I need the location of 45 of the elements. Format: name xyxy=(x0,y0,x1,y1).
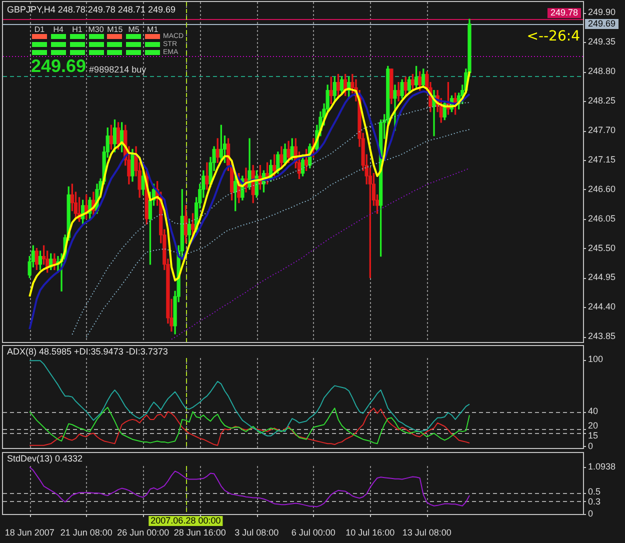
y-tick-label: 0 xyxy=(588,440,594,451)
x-tick-label: 6 Jul 00:00 xyxy=(291,527,336,538)
annotation: H1 xyxy=(72,25,83,34)
y-tick-label: 100 xyxy=(588,354,604,364)
annotation: D1 xyxy=(34,25,46,34)
y-tick-label: 0 xyxy=(588,508,594,518)
x-tick-label: 2007.06.28 00:00 xyxy=(150,515,221,526)
y-tick-label: 0.5 xyxy=(588,486,601,496)
ref-line-label: #9898214 buy xyxy=(89,64,147,74)
chart-title: ADX(8) 48.5985 +DI:35.9473 -DI:3.7373 xyxy=(7,346,168,356)
ref-line-label: 249.78 xyxy=(550,8,578,18)
y-tick-label: 248.80 xyxy=(588,66,616,76)
x-tick-label: 26 Jun 00:00 xyxy=(117,527,170,538)
annotation: 249.69 xyxy=(31,56,86,76)
y-tick-label: 244.95 xyxy=(588,272,616,282)
y-tick-label: 243.85 xyxy=(588,331,616,342)
x-tick-label: 10 Jul 16:00 xyxy=(346,527,395,538)
y-tick-label: 248.25 xyxy=(588,96,616,106)
annotation: M1 xyxy=(147,25,159,34)
chart-title: GBPJPY,H4 248.78 249.78 248.71 249.69 xyxy=(7,4,176,14)
y-tick-label: 246.60 xyxy=(588,184,616,194)
annotation: M15 xyxy=(107,25,124,34)
y-tick-label: 246.05 xyxy=(588,213,616,224)
y-tick-label: 249.35 xyxy=(588,36,616,47)
ref-line-label: 249.69 xyxy=(588,18,616,28)
y-tick-label: 247.70 xyxy=(588,124,616,135)
y-tick-label: 40 xyxy=(588,406,598,416)
annotation: H4 xyxy=(53,25,64,34)
y-tick-label: 0.3 xyxy=(588,496,601,506)
y-tick-label: 244.40 xyxy=(588,302,616,312)
y-tick-label: 247.15 xyxy=(588,154,616,164)
chart-title: StdDev(13) 0.4332 xyxy=(7,453,83,464)
x-tick-label: 21 Jun 08:00 xyxy=(60,527,112,538)
x-tick-label: 28 Jun 16:00 xyxy=(174,527,226,538)
y-tick-label: 249.90 xyxy=(588,7,616,18)
annotation: M30 xyxy=(88,25,104,34)
y-tick-label: 1.0938 xyxy=(588,462,616,472)
x-tick-label: 18 Jun 2007 xyxy=(4,527,54,538)
x-tick-label: 3 Jul 08:00 xyxy=(234,527,279,538)
x-tick-label: 13 Jul 08:00 xyxy=(402,527,452,538)
annotation: M5 xyxy=(128,25,140,34)
text: <--26:4 xyxy=(526,28,580,45)
y-tick-label: 245.50 xyxy=(588,242,616,253)
y-tick-label: 20 xyxy=(588,420,598,431)
y-tick-label: 15 xyxy=(588,430,598,441)
